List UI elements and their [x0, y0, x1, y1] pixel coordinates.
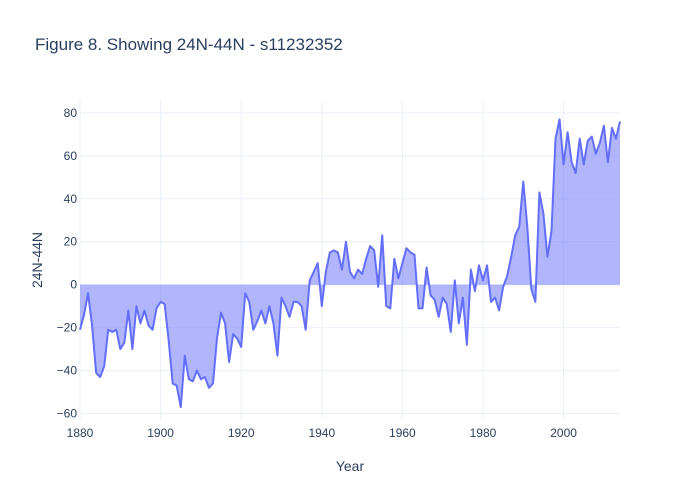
y-tick-label: −20 — [57, 321, 78, 335]
series-area-fill — [80, 119, 620, 408]
x-tick-label: 1920 — [228, 426, 255, 440]
y-tick-label: −40 — [57, 364, 78, 378]
y-axis-title: 24N-44N — [29, 232, 45, 288]
series-points — [79, 119, 621, 408]
x-tick-label: 2000 — [550, 426, 577, 440]
y-tick-label: 80 — [64, 106, 78, 120]
y-tick-label: 40 — [64, 192, 78, 206]
chart-title: Figure 8. Showing 24N-44N - s11232352 — [35, 35, 343, 54]
x-axis-tick-labels: 1880 1900 1920 1940 1960 1980 2000 — [67, 426, 578, 440]
x-tick-label: 1980 — [470, 426, 497, 440]
x-axis-title: Year — [336, 458, 365, 474]
x-tick-label: 1900 — [147, 426, 174, 440]
x-tick-label: 1940 — [308, 426, 335, 440]
y-tick-label: 60 — [64, 149, 78, 163]
y-tick-label: 0 — [70, 278, 77, 292]
y-tick-label: −60 — [57, 407, 78, 421]
x-tick-label: 1880 — [67, 426, 94, 440]
y-tick-label: 20 — [64, 235, 78, 249]
y-axis-tick-labels: −60 −40 −20 0 20 40 60 80 — [57, 106, 78, 421]
x-tick-label: 1960 — [389, 426, 416, 440]
